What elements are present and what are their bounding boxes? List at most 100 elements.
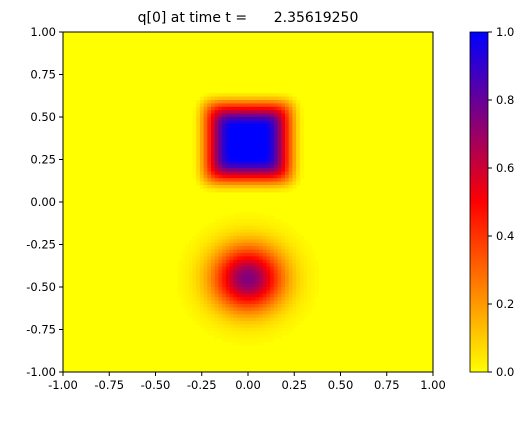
heatmap-cell xyxy=(270,273,275,278)
heatmap-cell xyxy=(303,266,308,271)
heatmap-cell xyxy=(303,249,308,254)
heatmap-cell xyxy=(225,229,231,234)
heatmap-cell xyxy=(229,147,234,152)
heatmap-cell xyxy=(255,181,260,186)
heatmap-cell xyxy=(218,236,223,240)
heatmap-cell xyxy=(255,161,260,166)
heatmap-cell xyxy=(292,263,297,268)
heatmap-cell xyxy=(262,154,268,159)
heatmap-cell xyxy=(270,127,275,132)
heatmap-cell xyxy=(303,259,308,264)
heatmap-cell xyxy=(277,174,282,179)
heatmap-cell xyxy=(277,310,282,315)
heatmap-cell xyxy=(203,185,208,189)
heatmap-cell xyxy=(218,164,223,169)
heatmap-cell xyxy=(299,130,305,135)
heatmap-cell xyxy=(211,103,216,108)
heatmap-cell xyxy=(225,171,231,176)
heatmap-cell xyxy=(188,287,194,291)
heatmap-cell xyxy=(270,215,275,220)
heatmap-cell xyxy=(185,310,190,315)
heatmap-cell xyxy=(259,134,264,138)
heatmap-cell xyxy=(188,293,194,298)
heatmap-cell xyxy=(211,147,216,152)
heatmap-cell xyxy=(270,100,275,104)
heatmap-cell xyxy=(214,293,219,298)
heatmap-cell xyxy=(270,317,275,322)
heatmap-cell xyxy=(207,120,212,125)
heatmap-cell xyxy=(207,140,212,145)
heatmap-cell xyxy=(277,307,282,312)
heatmap-cell xyxy=(255,249,260,254)
heatmap-cell xyxy=(225,174,231,179)
heatmap-cell xyxy=(244,246,249,251)
heatmap-cell xyxy=(314,280,319,285)
heatmap-cell xyxy=(188,273,194,278)
heatmap-cell xyxy=(259,140,264,145)
heatmap-cell xyxy=(255,270,260,274)
heatmap-cell xyxy=(222,304,227,308)
heatmap-cell xyxy=(229,140,234,145)
heatmap-cell xyxy=(218,93,223,98)
heatmap-cell xyxy=(236,157,242,162)
heatmap-cell xyxy=(277,137,282,142)
heatmap-cell xyxy=(229,106,234,111)
heatmap-cell xyxy=(218,310,223,315)
heatmap-cell xyxy=(255,123,260,128)
heatmap-cell xyxy=(307,259,312,264)
heatmap-cell xyxy=(229,185,234,189)
heatmap-cell xyxy=(240,253,245,257)
heatmap-cell xyxy=(248,171,253,176)
heatmap-cell xyxy=(218,181,223,186)
heatmap-cell xyxy=(233,106,238,111)
heatmap-cell xyxy=(292,232,297,237)
heatmap-cell xyxy=(199,273,205,278)
heatmap-cell xyxy=(248,341,253,346)
heatmap-cell xyxy=(203,307,208,312)
heatmap-cell xyxy=(292,161,297,166)
heatmap-cell xyxy=(211,188,216,193)
heatmap-cell xyxy=(236,229,242,234)
heatmap-cell xyxy=(273,93,279,98)
heatmap-cell xyxy=(229,110,234,115)
heatmap-cell xyxy=(277,259,282,264)
heatmap-cell xyxy=(288,327,293,332)
heatmap-cell xyxy=(218,154,223,159)
heatmap-cell xyxy=(192,280,197,285)
heatmap-cell xyxy=(207,117,212,121)
heatmap-cell xyxy=(277,117,282,121)
heatmap-cell xyxy=(270,327,275,332)
heatmap-cell xyxy=(251,290,256,295)
heatmap-cell xyxy=(214,140,219,145)
heatmap-cell xyxy=(225,327,231,332)
heatmap-cell xyxy=(222,137,227,142)
heatmap-cell xyxy=(251,239,256,244)
heatmap-cell xyxy=(262,236,268,240)
heatmap-cell xyxy=(218,103,223,108)
heatmap-cell xyxy=(240,324,245,329)
heatmap-cell xyxy=(196,144,201,149)
heatmap-cell xyxy=(281,225,286,230)
heatmap-cell xyxy=(299,137,305,142)
heatmap-cell xyxy=(240,178,245,183)
heatmap-cell xyxy=(255,127,260,132)
heatmap-cell xyxy=(251,140,256,145)
heatmap-cell xyxy=(255,188,260,193)
heatmap-cell xyxy=(259,96,264,101)
heatmap-cell xyxy=(273,246,279,251)
heatmap-cell xyxy=(229,164,234,169)
heatmap-cell xyxy=(288,151,293,155)
heatmap-cell xyxy=(229,249,234,254)
heatmap-cell xyxy=(229,266,234,271)
heatmap-cell xyxy=(192,317,197,322)
heatmap-cell xyxy=(240,157,245,162)
heatmap-cell xyxy=(248,283,253,288)
heatmap-cell xyxy=(222,113,227,118)
heatmap-cell xyxy=(259,307,264,312)
heatmap-cell xyxy=(310,290,316,295)
heatmap-cell xyxy=(240,293,245,298)
heatmap-cell xyxy=(266,310,271,315)
heatmap-cell xyxy=(292,321,297,325)
heatmap-cell xyxy=(236,317,242,322)
heatmap-cell xyxy=(236,174,242,179)
